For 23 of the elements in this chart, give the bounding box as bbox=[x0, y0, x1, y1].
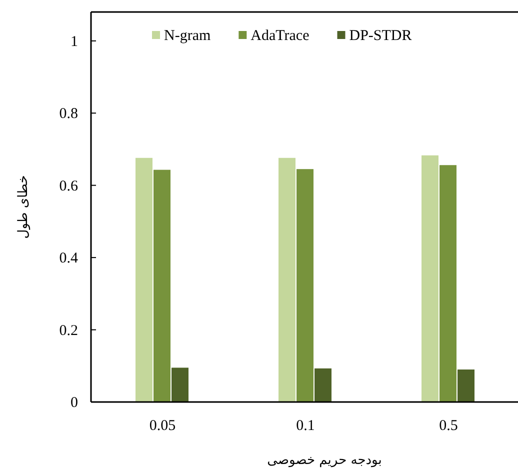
bar bbox=[314, 368, 332, 402]
bar bbox=[278, 158, 296, 402]
x-axis-title: بودجه حریم خصوصی bbox=[267, 453, 382, 468]
bar bbox=[440, 165, 456, 402]
legend-label: N-gram bbox=[164, 28, 211, 44]
y-axis-title: خطای طول bbox=[16, 175, 31, 239]
x-tick-label: 0.5 bbox=[439, 418, 458, 434]
legend-label: AdaTrace bbox=[250, 28, 310, 44]
y-tick-label: 0.8 bbox=[59, 106, 78, 122]
y-tick-label: 1 bbox=[70, 34, 78, 50]
y-tick-label: 0.4 bbox=[59, 250, 78, 267]
bar bbox=[422, 155, 438, 402]
bar bbox=[296, 169, 314, 402]
bar bbox=[136, 158, 152, 402]
y-tick-label: 0.6 bbox=[59, 178, 78, 194]
bar bbox=[172, 368, 188, 402]
bar bbox=[458, 370, 474, 402]
y-tick-label: 0 bbox=[70, 395, 78, 411]
x-tick-label: 0.05 bbox=[149, 418, 176, 434]
y-tick-label: 0.2 bbox=[59, 322, 78, 339]
legend-label: DP-STDR bbox=[349, 28, 412, 44]
x-tick-label: 0.1 bbox=[296, 418, 315, 434]
bar bbox=[154, 170, 170, 402]
